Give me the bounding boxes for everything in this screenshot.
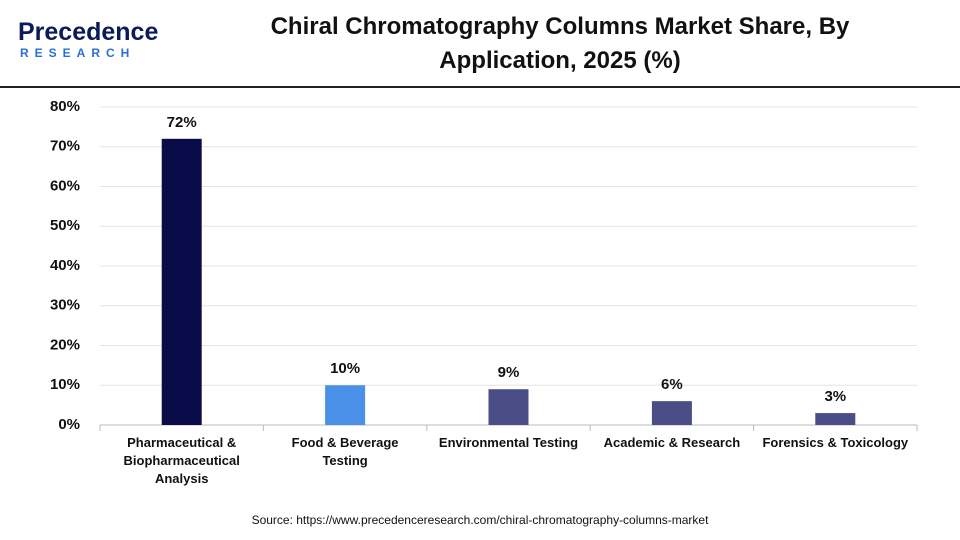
y-tick-label: 60% — [50, 177, 80, 194]
y-tick-label: 50% — [50, 217, 80, 234]
value-label: 6% — [661, 376, 683, 393]
value-label: 10% — [330, 360, 360, 377]
y-tick-label: 70% — [50, 138, 80, 155]
value-label: 9% — [498, 364, 520, 381]
bar — [325, 385, 366, 425]
bar — [488, 389, 529, 425]
logo-name: Precedence — [18, 18, 159, 46]
x-tick-label: Academic & Research — [603, 435, 741, 450]
source-note: Source: https://www.precedenceresearch.c… — [251, 513, 709, 527]
y-tick-label: 40% — [50, 257, 80, 274]
logo-tagline: RESEARCH — [20, 46, 136, 60]
y-tick-label: 10% — [50, 376, 80, 393]
x-tick-label: Forensics & Toxicology — [762, 435, 909, 450]
x-tick-label: Pharmaceutical & Biopharmaceutical Analy… — [123, 435, 240, 486]
x-tick-label: Food & Beverage Testing — [291, 435, 399, 468]
y-tick-label: 20% — [50, 336, 80, 353]
y-tick-label: 80% — [50, 98, 80, 115]
header-rule — [0, 86, 960, 88]
value-label: 3% — [824, 388, 846, 405]
y-tick-label: 0% — [58, 416, 80, 433]
value-label: 72% — [167, 114, 197, 131]
y-tick-label: 30% — [50, 297, 80, 314]
bar — [161, 138, 202, 426]
x-tick-label: Environmental Testing — [438, 435, 579, 450]
chart-title: Chiral Chromatography Columns Market Sha… — [270, 13, 850, 74]
bar — [651, 401, 692, 425]
bar — [815, 413, 856, 425]
